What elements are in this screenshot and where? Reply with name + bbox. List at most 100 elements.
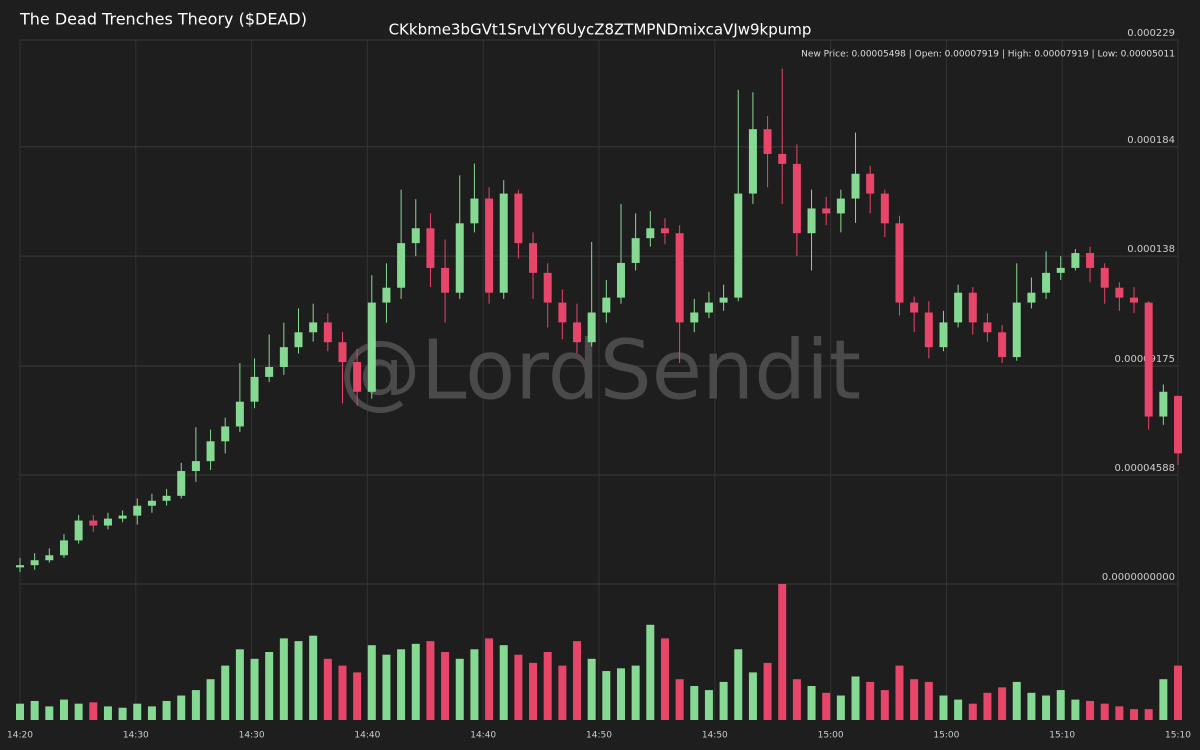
candle-body [983, 322, 992, 333]
y-tick-label: 0.0000000000 [1102, 572, 1175, 583]
chart-subtitle: CKkbme3bGVt1SrvLYY6UycZ8ZTMPNDmixcaVJw9k… [389, 21, 812, 39]
candle-body [323, 322, 332, 343]
volume-bar [221, 665, 230, 720]
candle-body [587, 312, 596, 343]
volume-bar [778, 584, 787, 720]
candle-body [954, 292, 963, 323]
volume-bar [133, 703, 142, 720]
volume-bar [1086, 700, 1095, 720]
volume-bar [118, 707, 127, 720]
volume-bar [382, 654, 391, 720]
x-tick-label: 14:40 [470, 731, 496, 741]
volume-bar [939, 695, 948, 720]
candle-body [1056, 267, 1065, 273]
candle-body [59, 540, 68, 556]
volume-bar [1071, 699, 1080, 720]
volume-bar [16, 703, 24, 720]
volume-bar [895, 665, 904, 720]
volume-bar [734, 649, 743, 720]
candle-body [485, 198, 494, 293]
volume-bar [59, 699, 68, 720]
candle-body [470, 198, 479, 224]
volume-bar [602, 671, 611, 720]
candle-body [939, 322, 948, 348]
candle-body [118, 515, 127, 519]
candle-body [910, 302, 919, 313]
volume-bar [323, 658, 332, 720]
volume-bar [265, 652, 274, 720]
candle-body [89, 520, 98, 526]
candle-body [1100, 267, 1109, 288]
x-tick-label: 14:40 [354, 731, 380, 741]
volume-bar [485, 638, 494, 720]
volume-bar [455, 658, 464, 720]
candle-body [822, 208, 831, 214]
volume-bar [763, 662, 772, 720]
candle-body [397, 243, 406, 288]
candle-body [573, 322, 582, 343]
candle-body [191, 461, 200, 472]
candle-body [690, 312, 699, 323]
volume-bar [822, 692, 831, 720]
volume-bar [74, 703, 83, 720]
candle-body [338, 342, 347, 363]
candle-body [162, 495, 171, 501]
candle-body [734, 193, 743, 298]
y-tick-label: 0.00004588 [1115, 463, 1175, 474]
volume-bar [1174, 665, 1182, 720]
volume-bar [441, 652, 450, 720]
candle-body [309, 322, 318, 333]
candle-body [704, 302, 713, 313]
candle-body [426, 228, 435, 268]
volume-bar [631, 665, 640, 720]
candle-body [880, 193, 889, 224]
candle-body [455, 223, 464, 293]
candle-body [1012, 302, 1021, 358]
candle-body [968, 292, 977, 323]
candle-body [1071, 253, 1080, 268]
candle-body [616, 262, 625, 298]
x-tick-label: 15:00 [818, 731, 844, 741]
volume-bar [690, 686, 699, 720]
volume-bar [573, 641, 582, 720]
volume-bar [470, 649, 479, 720]
candle-body [103, 518, 112, 526]
candle-body [250, 376, 259, 402]
candle-body [1130, 297, 1139, 303]
candle-body [74, 520, 83, 541]
candle-body [836, 198, 845, 214]
candle-body [851, 173, 860, 199]
volume-bar [646, 624, 655, 720]
volume-bar [587, 658, 596, 720]
candle-body [221, 426, 230, 442]
volume-bar [162, 700, 171, 720]
candle-body [441, 267, 450, 293]
x-tick-label: 14:50 [586, 731, 612, 741]
volume-bar [1056, 690, 1065, 720]
volume-bar [1144, 709, 1153, 720]
volume-bar [103, 706, 112, 720]
candle-body [719, 297, 728, 303]
volume-bar [1012, 681, 1021, 720]
volume-bar [411, 643, 420, 720]
volume-bar [807, 686, 816, 720]
candle-body [543, 272, 552, 303]
y-tick-label: 0.000229 [1127, 28, 1175, 39]
volume-bar [426, 641, 435, 720]
volume-bar [866, 681, 875, 720]
x-tick-label: 14:50 [702, 731, 728, 741]
candle-body [147, 500, 156, 506]
candle-body [807, 208, 816, 234]
candle-body [646, 228, 655, 239]
candle-body [1027, 292, 1036, 303]
volume-bar [191, 690, 200, 720]
candle-body [353, 362, 362, 392]
volume-bar [279, 638, 288, 720]
volume-bar [719, 681, 728, 720]
candle-body [265, 366, 274, 377]
candle-body [924, 312, 933, 348]
x-tick-label: 15:00 [933, 731, 959, 741]
volume-bar [558, 665, 567, 720]
